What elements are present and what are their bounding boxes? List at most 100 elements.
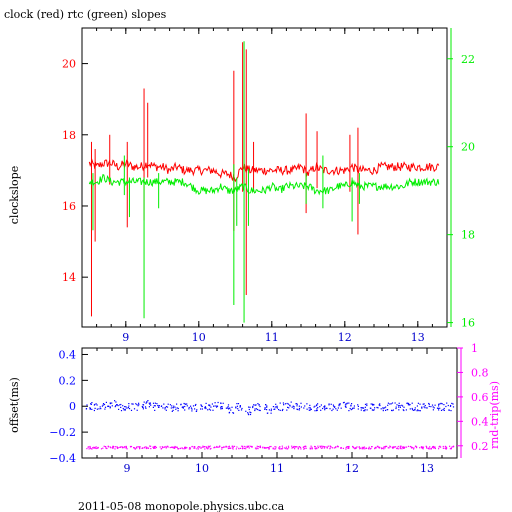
- scatter-point: [126, 448, 128, 450]
- scatter-point: [393, 446, 396, 448]
- scatter-point: [176, 446, 178, 448]
- scatter-point: [372, 404, 374, 406]
- scatter-point: [116, 446, 118, 448]
- scatter-point: [176, 407, 178, 409]
- scatter-point: [378, 447, 380, 449]
- scatter-point: [359, 447, 362, 449]
- scatter-point: [122, 447, 124, 449]
- scatter-point: [399, 445, 401, 447]
- scatter-point: [411, 409, 414, 411]
- scatter-point: [228, 411, 231, 413]
- scatter-point: [293, 446, 295, 448]
- scatter-point: [295, 403, 297, 405]
- scatter-point: [320, 404, 322, 406]
- scatter-point: [139, 446, 141, 448]
- scatter-point: [388, 447, 390, 449]
- scatter-point: [364, 410, 366, 412]
- scatter-point: [335, 408, 337, 410]
- scatter-point: [389, 403, 391, 405]
- scatter-point: [389, 446, 392, 448]
- scatter-point: [322, 445, 324, 447]
- scatter-point: [103, 403, 106, 406]
- scatter-point: [395, 407, 397, 410]
- scatter-point: [211, 403, 213, 405]
- scatter-point: [90, 448, 92, 450]
- scatter-point: [424, 405, 426, 407]
- scatter-point: [101, 405, 103, 407]
- scatter-point: [267, 412, 269, 414]
- scatter-point: [123, 446, 126, 448]
- scatter-point: [120, 406, 122, 408]
- scatter-point: [177, 448, 179, 450]
- scatter-point: [430, 406, 432, 408]
- scatter-point: [422, 403, 424, 405]
- scatter-point: [107, 445, 109, 448]
- scatter-point: [123, 409, 125, 411]
- scatter-point: [133, 447, 135, 449]
- scatter-point: [342, 402, 345, 404]
- scatter-point: [438, 409, 440, 411]
- scatter-point: [379, 404, 381, 407]
- scatter-point: [115, 405, 117, 407]
- y2-tick-label: 18: [461, 229, 475, 242]
- y-tick-label: 16: [62, 200, 76, 213]
- scatter-point: [329, 445, 332, 448]
- scatter-point: [91, 448, 93, 450]
- scatter-point: [345, 405, 347, 407]
- scatter-point: [441, 403, 443, 405]
- scatter-point: [401, 446, 403, 448]
- scatter-point: [323, 447, 326, 449]
- scatter-point: [97, 447, 99, 449]
- scatter-point: [384, 407, 386, 409]
- scatter-point: [377, 407, 379, 409]
- scatter-point: [117, 447, 119, 449]
- scatter-point: [426, 407, 428, 409]
- scatter-point: [116, 447, 118, 449]
- x-tick-label: 12: [345, 462, 359, 475]
- scatter-point: [166, 406, 169, 408]
- scatter-point: [289, 404, 291, 406]
- scatter-point: [298, 407, 301, 410]
- scatter-point: [223, 446, 225, 448]
- scatter-point: [399, 448, 401, 450]
- scatter-point: [299, 446, 302, 449]
- scatter-point: [450, 448, 452, 450]
- scatter-point: [332, 408, 334, 410]
- scatter-point: [137, 405, 139, 407]
- scatter-point: [377, 446, 379, 448]
- scatter-point: [204, 448, 206, 450]
- scatter-point: [396, 404, 398, 406]
- scatter-point: [221, 446, 223, 449]
- scatter-point: [429, 446, 431, 448]
- scatter-point: [349, 407, 351, 410]
- scatter-point: [348, 445, 350, 448]
- scatter-point: [132, 403, 134, 405]
- scatter-point: [220, 406, 222, 408]
- scatter-point: [195, 403, 197, 406]
- scatter-point: [236, 446, 238, 448]
- scatter-point: [413, 447, 415, 449]
- scatter-point: [448, 409, 450, 411]
- scatter-point: [329, 408, 331, 410]
- scatter-point: [138, 404, 140, 406]
- scatter-point: [305, 447, 307, 449]
- scatter-point: [163, 403, 165, 405]
- scatter-point: [286, 409, 288, 411]
- scatter-point: [428, 448, 430, 450]
- scatter-point: [145, 402, 147, 404]
- scatter-point: [300, 448, 302, 450]
- scatter-point: [440, 446, 442, 448]
- scatter-point: [93, 447, 95, 449]
- scatter-point: [94, 403, 96, 406]
- scatter-point: [210, 406, 212, 408]
- scatter-point: [317, 403, 319, 405]
- scatter-point: [336, 445, 339, 447]
- scatter-point: [130, 445, 133, 448]
- scatter-point: [300, 402, 302, 404]
- scatter-point: [384, 447, 386, 449]
- plot-frame: [81, 347, 458, 459]
- scatter-point: [331, 447, 334, 449]
- scatter-point: [357, 408, 359, 410]
- scatter-point: [383, 448, 385, 450]
- scatter-point: [289, 405, 291, 407]
